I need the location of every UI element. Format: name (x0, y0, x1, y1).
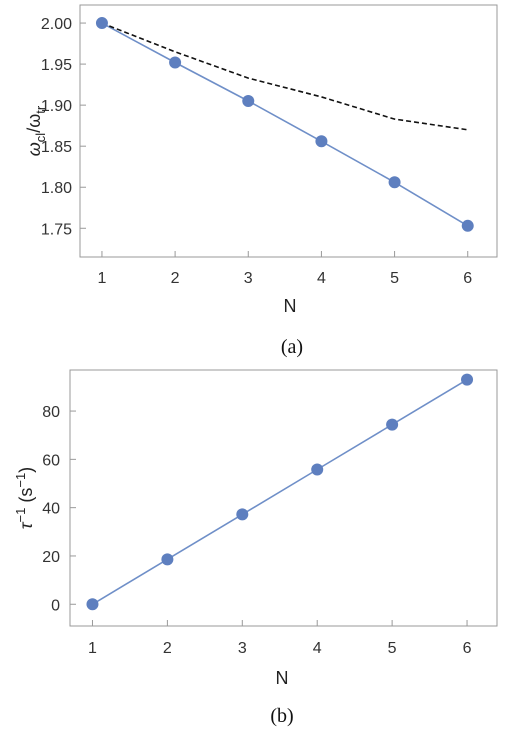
chart-b-y-axis-label: τ−1 (s−1) (13, 467, 36, 529)
data-point (169, 56, 182, 69)
y-tick-label: 1.80 (41, 180, 72, 197)
chart-a-y-ticks: 1.75 1.80 1.85 1.90 1.95 2.00 (41, 16, 86, 238)
chart-a-caption: (a) (281, 336, 303, 358)
y-tick-label: 1.75 (41, 221, 72, 238)
x-tick-label: 2 (171, 270, 180, 287)
chart-a-plot-frame (79, 4, 498, 258)
x-tick-label: 5 (390, 270, 399, 287)
chart-a-x-ticks: 1 2 3 4 5 6 (97, 251, 472, 287)
x-tick-label: 5 (388, 640, 397, 657)
x-tick-label: 4 (313, 640, 322, 657)
x-tick-label: 6 (463, 640, 472, 657)
data-point (95, 17, 108, 30)
x-tick-label: 6 (463, 270, 472, 287)
chart-b-caption: (b) (270, 705, 293, 727)
chart-b: 0 20 40 60 80 1 2 3 4 5 6 τ−1 (s−1) N (b) (13, 369, 498, 727)
y-tick-label: 2.00 (41, 16, 72, 33)
y-tick-label: 1.85 (41, 139, 72, 156)
x-tick-label: 3 (238, 640, 247, 657)
data-point (311, 463, 324, 476)
data-point (461, 373, 474, 386)
chart-b-x-axis-label: N (276, 668, 289, 688)
chart-b-plot-frame (69, 369, 498, 627)
data-point (236, 508, 249, 521)
y-tick-label: 20 (42, 549, 60, 566)
x-tick-label: 1 (97, 270, 106, 287)
series-line (101, 22, 469, 227)
y-tick-label: 0 (51, 597, 60, 614)
y-tick-label: 60 (42, 452, 60, 469)
y-tick-label: 1.90 (41, 98, 72, 115)
y-tick-label: 80 (42, 404, 60, 421)
x-tick-label: 4 (317, 270, 326, 287)
data-point (461, 219, 474, 232)
chart-a-x-axis-label: N (284, 296, 297, 316)
x-tick-label: 3 (244, 270, 253, 287)
data-point (315, 135, 328, 148)
series-line-dashed (101, 22, 468, 131)
data-point (161, 553, 174, 566)
data-point (86, 598, 99, 611)
y-tick-label: 1.95 (41, 57, 72, 74)
data-point (388, 176, 401, 189)
chart-a-series (95, 17, 474, 232)
x-tick-label: 1 (88, 640, 97, 657)
chart-b-y-ticks: 0 20 40 60 80 (42, 404, 76, 614)
y-tick-label: 40 (42, 501, 60, 518)
data-point (386, 418, 399, 431)
series-line (92, 379, 468, 605)
x-tick-label: 2 (163, 640, 172, 657)
chart-a-y-axis-label: ωcl/ωtr (24, 105, 48, 156)
chart-b-x-ticks: 1 2 3 4 5 6 (88, 620, 472, 657)
chart-b-series (86, 373, 474, 611)
data-point (242, 95, 255, 108)
